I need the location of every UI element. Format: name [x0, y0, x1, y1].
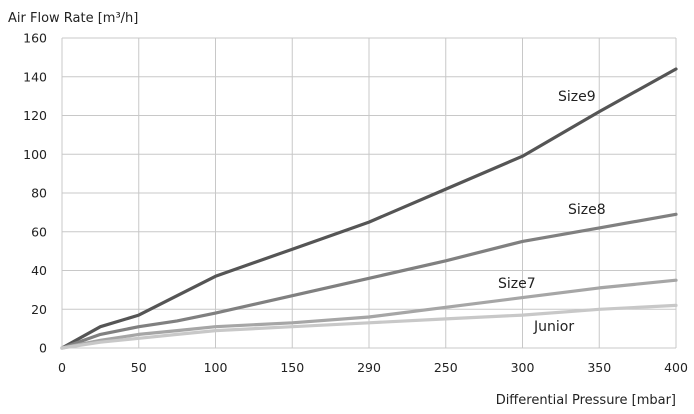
y-tick-label: 120: [23, 108, 47, 123]
series-line-size8: [60, 212, 678, 350]
y-tick-label: 80: [31, 186, 47, 201]
x-tick-label: 400: [664, 360, 688, 375]
x-tick-label: 150: [280, 360, 304, 375]
series-label-size7: Size7: [498, 276, 536, 292]
series-line-size9: [60, 67, 678, 350]
series-label-size8: Size8: [568, 202, 606, 218]
series-label-junior: Junior: [533, 319, 574, 335]
gridlines: [61, 37, 677, 349]
x-tick-label: 100: [204, 360, 228, 375]
x-axis-title: Differential Pressure [mbar]: [496, 393, 676, 408]
series-labels: Size9 Size8 Size7 Junior: [498, 89, 606, 335]
y-axis-title: Air Flow Rate [m³/h]: [8, 11, 138, 26]
y-tick-label: 60: [31, 224, 47, 239]
x-tick-label: 350: [587, 360, 611, 375]
x-tick-label: 250: [434, 360, 458, 375]
series-line-size7: [60, 278, 678, 350]
y-tick-label: 0: [39, 341, 47, 356]
y-tick-label: 40: [31, 263, 47, 278]
y-tick-label: 100: [23, 147, 47, 162]
x-tick-label: 50: [131, 360, 147, 375]
x-tick-label: 0: [58, 360, 66, 375]
y-tick-label: 20: [31, 302, 47, 317]
series-lines: [60, 67, 678, 350]
x-tick-label: 290: [357, 360, 381, 375]
y-tick-label: 140: [23, 69, 47, 84]
series-label-size9: Size9: [558, 89, 596, 105]
series-line-junior: [60, 303, 678, 350]
tick-labels: 0 20 40 60 80 100 120 140 160 0 50 100 150 290 250 300 3…: [23, 31, 688, 376]
y-tick-label: 160: [23, 31, 47, 46]
x-tick-label: 300: [511, 360, 535, 375]
